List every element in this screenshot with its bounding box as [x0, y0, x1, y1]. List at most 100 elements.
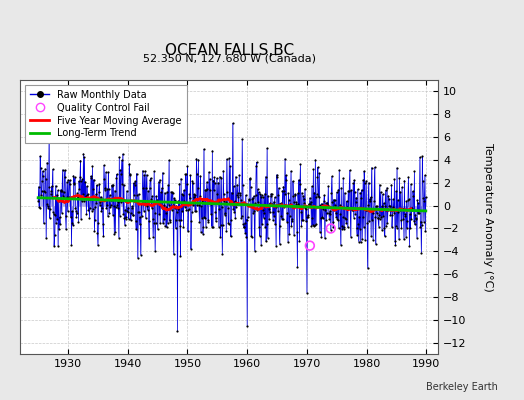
Point [373, 214, 381, 221]
Point [233, 192, 241, 198]
Point [165, 157, 173, 163]
Point [318, 200, 326, 207]
Point [209, 177, 217, 184]
Point [258, 221, 266, 227]
Point [206, 211, 215, 218]
Point [328, 199, 336, 205]
Point [75, 178, 83, 184]
Point [110, 231, 118, 237]
Point [304, 214, 312, 220]
Point [112, 175, 121, 181]
Point [389, 196, 397, 203]
Point [345, 167, 354, 174]
Point [283, 218, 291, 225]
Point [397, 216, 405, 223]
Point [59, 193, 67, 199]
Point [70, 180, 79, 187]
Point [196, 173, 204, 179]
Point [305, 200, 313, 207]
Point [126, 217, 135, 223]
Point [166, 218, 174, 225]
Point [50, 232, 59, 238]
Point [113, 171, 121, 178]
Point [297, 208, 305, 215]
Point [128, 203, 136, 209]
Point [41, 166, 49, 172]
Point [40, 188, 48, 194]
Point [98, 196, 106, 202]
Point [42, 235, 50, 241]
Point [86, 196, 95, 202]
Point [409, 188, 417, 194]
Point [421, 172, 429, 178]
Point [72, 214, 81, 220]
Point [209, 224, 217, 230]
Point [88, 163, 96, 169]
Point [99, 233, 107, 239]
Point [417, 250, 425, 256]
Point [168, 189, 176, 196]
Point [248, 195, 256, 202]
Point [104, 213, 112, 219]
Point [146, 176, 154, 183]
Point [192, 207, 200, 214]
Point [411, 221, 419, 228]
Point [306, 201, 314, 208]
Point [290, 199, 299, 205]
Point [242, 234, 250, 240]
Point [84, 191, 92, 197]
Point [347, 187, 355, 194]
Point [114, 199, 123, 205]
Point [334, 217, 342, 223]
Point [344, 188, 352, 194]
Point [158, 205, 166, 211]
Point [228, 120, 237, 126]
Point [125, 216, 133, 222]
Point [379, 212, 387, 219]
Point [180, 187, 188, 194]
Point [57, 186, 65, 193]
Point [109, 182, 117, 188]
Point [348, 206, 357, 213]
Point [52, 192, 61, 198]
Point [52, 220, 60, 226]
Point [385, 203, 394, 210]
Point [115, 234, 123, 241]
Point [334, 225, 343, 231]
Point [121, 206, 129, 213]
Point [175, 217, 183, 224]
Point [399, 205, 408, 212]
Point [324, 183, 332, 189]
Point [224, 220, 233, 226]
Point [190, 191, 198, 197]
Point [364, 202, 372, 208]
Point [122, 214, 130, 220]
Point [370, 198, 378, 204]
Point [42, 201, 51, 208]
Point [169, 251, 178, 258]
Point [63, 179, 71, 185]
Point [269, 199, 278, 205]
Point [223, 156, 231, 162]
Point [315, 228, 324, 235]
Point [116, 212, 124, 219]
Point [220, 197, 228, 204]
Point [409, 192, 418, 199]
Point [365, 218, 373, 224]
Point [178, 208, 187, 214]
Point [361, 236, 369, 243]
Point [336, 210, 344, 217]
Point [58, 166, 67, 173]
Point [173, 209, 181, 215]
Point [218, 251, 226, 257]
Point [289, 193, 298, 199]
Point [406, 211, 414, 218]
Point [76, 174, 84, 180]
Point [131, 178, 139, 185]
Point [170, 197, 179, 203]
Point [374, 223, 383, 230]
Point [242, 192, 250, 198]
Point [298, 190, 306, 196]
Point [69, 222, 77, 228]
Point [419, 195, 428, 202]
